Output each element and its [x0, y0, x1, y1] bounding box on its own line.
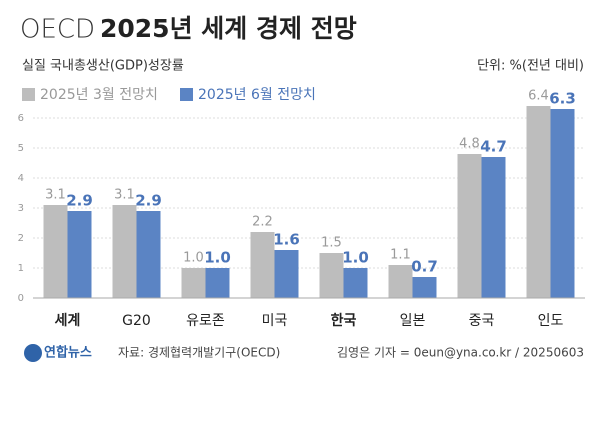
value-label: 6.4 — [528, 89, 549, 104]
value-label: 1.5 — [321, 236, 342, 251]
x-tick-label: 미국 — [262, 313, 288, 329]
y-tick-label: 0 — [18, 293, 24, 304]
y-tick-label: 2 — [18, 233, 24, 244]
x-tick-label: 한국 — [331, 313, 357, 329]
legend-swatch — [22, 88, 35, 101]
value-label: 4.8 — [459, 137, 480, 152]
bar — [343, 268, 368, 298]
legend-swatch — [180, 88, 193, 101]
bar — [550, 109, 575, 298]
y-tick-label: 3 — [18, 203, 24, 214]
bar — [205, 268, 230, 298]
x-tick-label: 유로존 — [186, 313, 225, 329]
subtitle: 실질 국내총생산(GDP)성장률 — [22, 59, 184, 74]
y-tick-label: 1 — [18, 263, 24, 274]
legend-label: 2025년 3월 전망치 — [40, 87, 158, 103]
source: 자료: 경제협력개발기구(OECD) — [118, 346, 280, 360]
value-label: 1.0 — [204, 249, 231, 267]
y-tick-label: 5 — [18, 143, 24, 154]
value-label: 3.1 — [45, 188, 66, 203]
value-label: 1.0 — [342, 249, 369, 267]
bar — [112, 205, 137, 298]
credit: 김영은 기자 = 0eun@yna.co.kr / 20250603 — [337, 346, 584, 360]
value-label: 1.6 — [273, 231, 300, 249]
value-label: 2.2 — [252, 215, 273, 230]
value-label: 0.7 — [411, 258, 438, 276]
x-tick-label: 인도 — [538, 313, 564, 329]
x-tick-label: 중국 — [469, 313, 495, 329]
bar — [181, 268, 206, 298]
unit: 단위: %(전년 대비) — [477, 59, 584, 74]
x-tick-label: 세계 — [55, 313, 81, 329]
bar — [274, 250, 299, 298]
logo: 연합뉴스 — [44, 345, 92, 361]
value-label: 3.1 — [114, 188, 135, 203]
bar — [43, 205, 68, 298]
value-label: 1.0 — [183, 251, 204, 266]
bar — [526, 106, 551, 298]
legend-label: 2025년 6월 전망치 — [198, 87, 316, 103]
bar — [319, 253, 344, 298]
bar — [412, 277, 437, 298]
x-tick-label: 일본 — [400, 313, 426, 329]
bar — [136, 211, 161, 298]
value-label: 4.7 — [480, 138, 507, 156]
value-label: 1.1 — [390, 248, 411, 263]
value-label: 2.9 — [66, 192, 93, 210]
x-tick-label: G20 — [122, 313, 151, 329]
bar — [481, 157, 506, 298]
value-label: 2.9 — [135, 192, 162, 210]
value-label: 6.3 — [549, 90, 576, 108]
bar — [388, 265, 413, 298]
bar — [67, 211, 92, 298]
chart-title-org: OECD — [20, 15, 95, 45]
logo-icon — [24, 344, 42, 362]
y-tick-label: 6 — [18, 113, 24, 124]
bar — [250, 232, 275, 298]
y-tick-label: 4 — [18, 173, 24, 184]
chart-title: 2025년 세계 경제 전망 — [100, 14, 357, 43]
bar — [457, 154, 482, 298]
